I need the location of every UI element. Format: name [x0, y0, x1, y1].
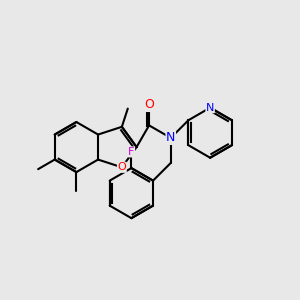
Text: O: O [118, 162, 126, 172]
Text: O: O [144, 98, 154, 111]
Text: N: N [206, 103, 214, 113]
Text: F: F [128, 147, 135, 157]
Text: N: N [166, 131, 176, 144]
